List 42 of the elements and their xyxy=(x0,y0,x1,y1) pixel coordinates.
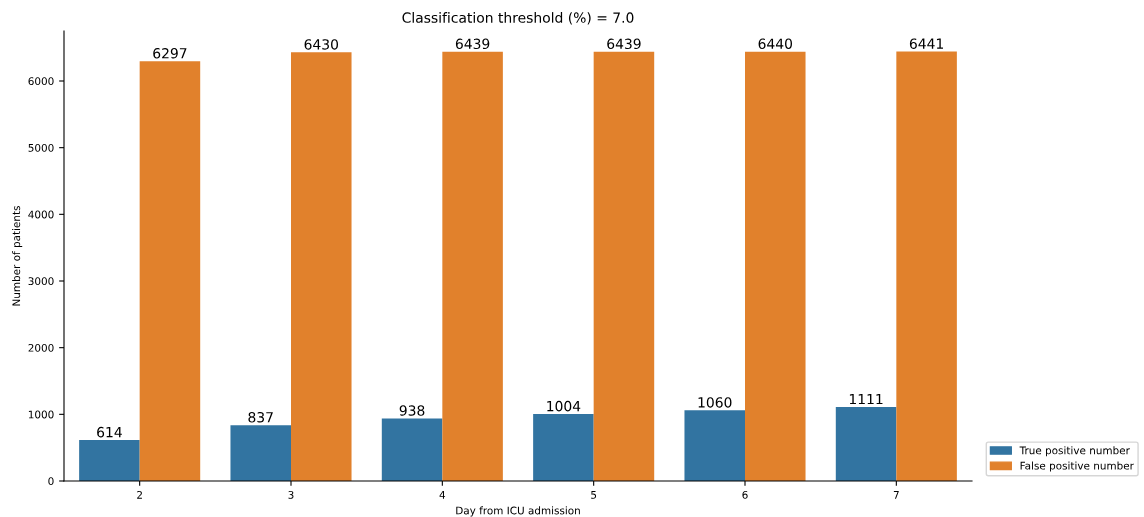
bar xyxy=(230,425,291,481)
data-label: 6297 xyxy=(153,48,187,59)
data-label: 837 xyxy=(248,412,273,423)
bar xyxy=(896,51,957,481)
x-tick-label: 3 xyxy=(288,490,294,499)
bar xyxy=(291,52,352,481)
x-tick-label: 2 xyxy=(137,490,142,499)
x-tick-label: 5 xyxy=(591,491,597,499)
x-axis-title: Day from ICU admission xyxy=(456,506,580,517)
y-tick-label: 5000 xyxy=(28,143,54,152)
x-tick-label: 7 xyxy=(893,491,899,499)
data-label: 1111 xyxy=(849,393,883,405)
bar xyxy=(593,51,655,481)
y-tick-label: 6000 xyxy=(28,77,54,86)
bar xyxy=(442,51,503,481)
data-label: 1004 xyxy=(547,400,581,412)
data-label: 614 xyxy=(97,426,122,438)
y-tick-label: 0 xyxy=(48,477,54,486)
data-label: 6439 xyxy=(455,38,490,50)
x-tick-label: 4 xyxy=(439,491,446,499)
y-tick-label: 1000 xyxy=(28,410,54,419)
legend-label: False positive number xyxy=(1020,461,1134,472)
data-label: 938 xyxy=(399,405,425,416)
data-label: 6441 xyxy=(909,38,943,49)
bar xyxy=(139,61,201,481)
data-label: 6440 xyxy=(758,38,793,49)
data-label: 6430 xyxy=(304,39,339,50)
y-axis-title: Number of patients xyxy=(12,206,23,306)
y-tick-label: 4000 xyxy=(28,210,54,219)
bar xyxy=(835,406,897,481)
data-label: 1060 xyxy=(698,397,732,408)
bar xyxy=(684,410,745,481)
bar xyxy=(381,418,443,481)
bar xyxy=(79,440,140,481)
chart-title: Classification threshold (%) = 7.0 xyxy=(402,12,634,25)
y-tick-label: 3000 xyxy=(28,277,54,286)
legend-label: True positive number xyxy=(1019,446,1130,457)
x-tick-label: 6 xyxy=(742,490,748,499)
data-label: 6439 xyxy=(607,38,641,50)
y-tick-label: 2000 xyxy=(28,343,54,352)
bar xyxy=(533,414,594,481)
bar xyxy=(745,51,806,481)
